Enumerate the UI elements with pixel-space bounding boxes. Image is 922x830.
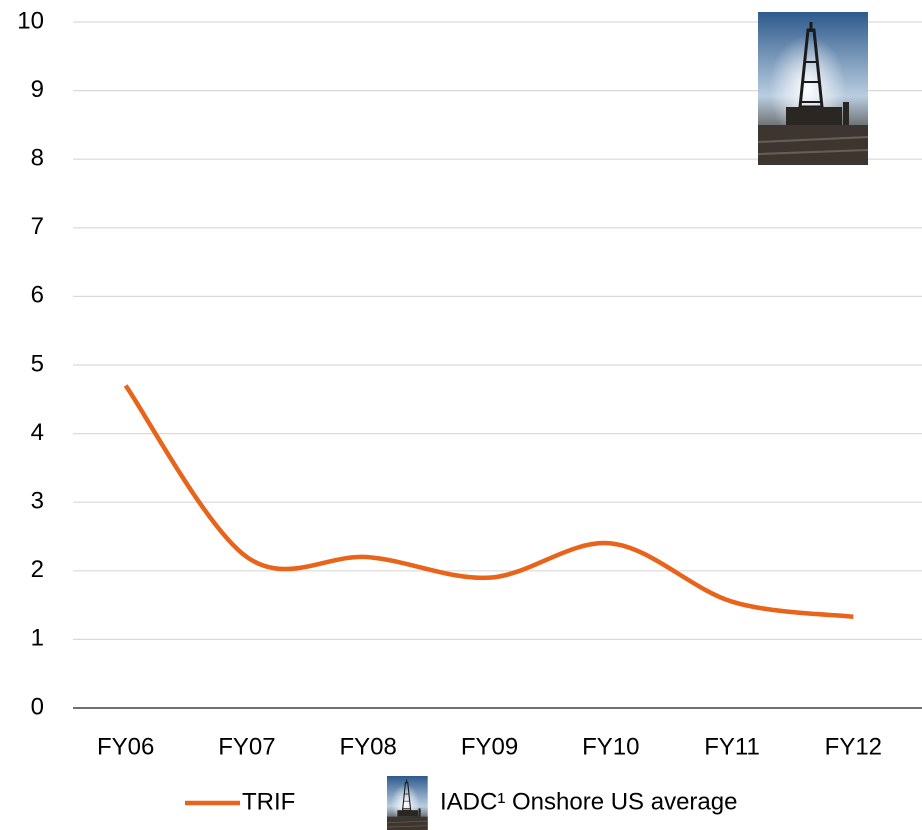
y-tick-label: 7 [31,213,44,240]
x-tick-label: FY12 [825,733,882,760]
y-tick-label: 2 [31,556,44,583]
y-tick-label: 6 [31,282,44,309]
y-tick-label: 1 [31,625,44,652]
x-tick-label: FY08 [340,733,397,760]
y-tick-label: 0 [31,693,44,720]
photo [756,10,870,167]
y-tick-label: 3 [31,488,44,515]
x-tick-label: FY09 [461,733,518,760]
x-tick-label: FY06 [97,733,154,760]
legend-label: IADC¹ Onshore US average [440,788,737,815]
legend-label: TRIF [242,788,295,815]
y-tick-label: 4 [31,419,44,446]
y-tick-label: 10 [17,7,44,34]
x-tick-label: FY07 [218,733,275,760]
legend: TRIF IADC¹ Onshore US average [185,775,737,830]
trif-line [123,384,854,619]
x-tick-label: FY11 [704,733,760,760]
x-tick-label: FY10 [582,733,639,760]
y-tick-label: 5 [31,350,44,377]
y-tick-label: 9 [31,76,44,103]
y-tick-label: 8 [31,145,44,172]
legend-icon [386,775,429,830]
